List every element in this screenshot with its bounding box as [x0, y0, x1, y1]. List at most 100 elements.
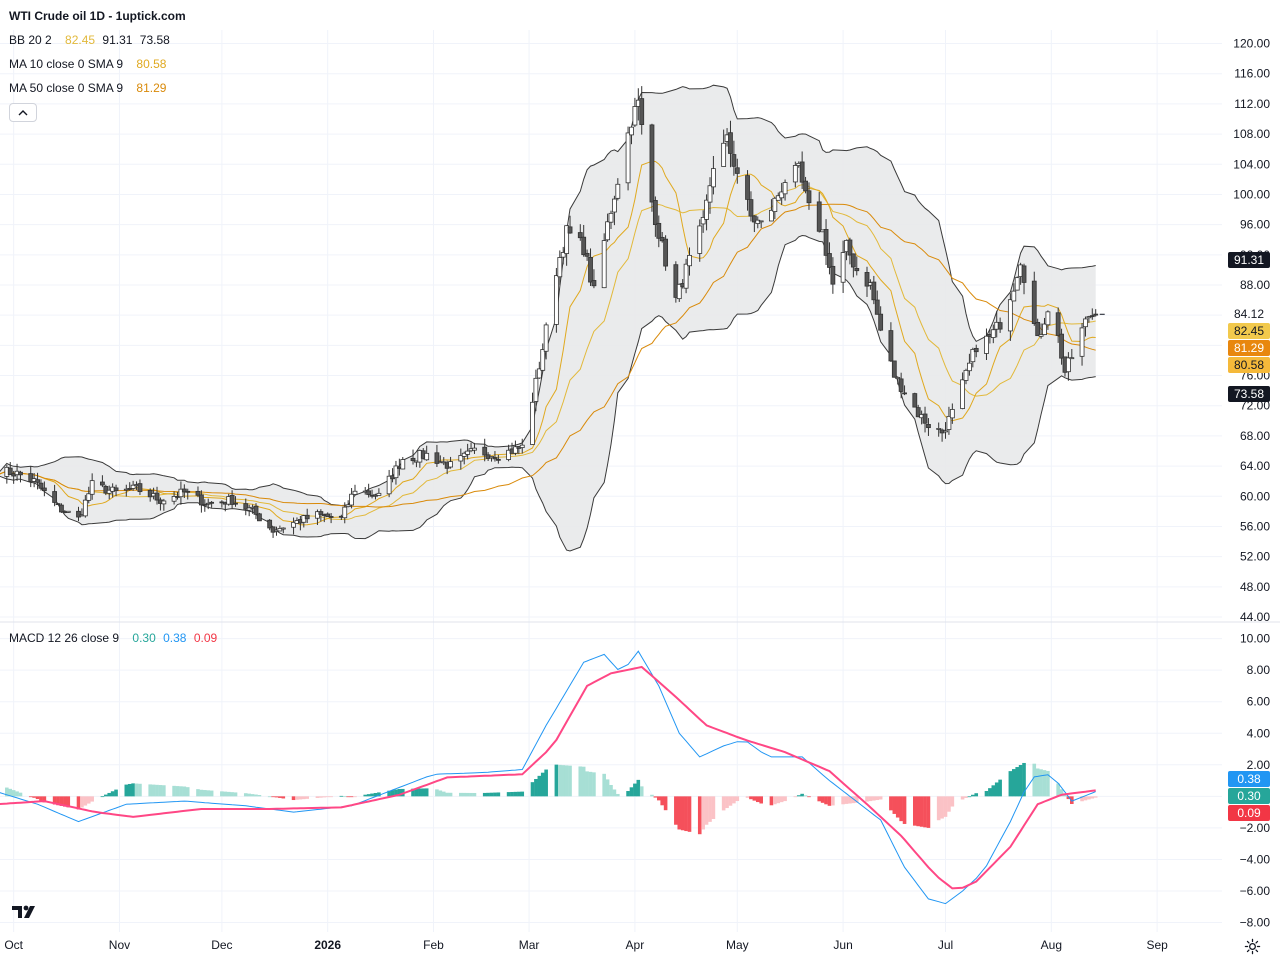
- candle: [915, 404, 921, 418]
- candle: [967, 353, 972, 376]
- legend-bb[interactable]: BB 20 2 82.45 91.31 73.58: [9, 33, 170, 47]
- hist-bar: [1042, 770, 1047, 797]
- candle: [291, 517, 296, 535]
- candle: [267, 519, 273, 531]
- candle-body: [601, 240, 607, 289]
- hist-bar: [854, 796, 859, 803]
- hist-bar: [585, 771, 589, 797]
- candle-body: [513, 446, 518, 454]
- candle: [195, 486, 201, 498]
- candle: [202, 499, 208, 512]
- candle: [827, 242, 832, 275]
- candle: [345, 500, 351, 508]
- candle: [161, 498, 167, 511]
- candle-body: [270, 526, 276, 533]
- hist-bar: [243, 793, 248, 797]
- hist-bar: [902, 796, 907, 824]
- hist-bar: [578, 766, 583, 797]
- price-axis-label: 68.00: [1240, 429, 1270, 443]
- candle-body: [888, 330, 894, 362]
- candle: [612, 195, 617, 226]
- candle-body: [35, 479, 40, 483]
- candle-body: [519, 444, 525, 448]
- hist-bar: [493, 792, 497, 797]
- hist-bar: [704, 796, 709, 825]
- candle-body: [707, 185, 713, 203]
- candle: [673, 261, 679, 303]
- candle-body: [1007, 299, 1013, 332]
- hist-bar: [759, 796, 763, 804]
- candle-body: [615, 183, 621, 199]
- candle-body: [1083, 318, 1088, 328]
- hist-bar: [1093, 796, 1098, 798]
- hist-bar: [424, 788, 429, 797]
- hist-bar: [441, 791, 446, 797]
- candle: [100, 475, 105, 488]
- price-axis-label: 88.00: [1240, 278, 1270, 292]
- legend-macd[interactable]: MACD 12 26 close 9 0.30 0.38 0.09: [9, 631, 217, 645]
- legend-ma10[interactable]: MA 10 close 0 SMA 9 80.58: [9, 57, 166, 71]
- candle-body: [926, 424, 931, 429]
- candle-body: [792, 165, 798, 183]
- candle-body: [198, 494, 204, 506]
- tradingview-logo-icon[interactable]: [8, 898, 42, 924]
- candle-body: [990, 329, 996, 338]
- candle-body: [1089, 315, 1095, 318]
- candle-body: [649, 124, 655, 203]
- legend-ma50[interactable]: MA 50 close 0 SMA 9 81.29: [9, 81, 166, 95]
- candle: [55, 503, 61, 506]
- hist-bar: [83, 796, 88, 806]
- candle-body: [591, 280, 597, 287]
- candle: [424, 445, 430, 461]
- hist-bar: [745, 796, 750, 798]
- candle: [1069, 348, 1075, 360]
- candle: [731, 140, 737, 176]
- candle-body: [769, 209, 774, 222]
- legend-collapse-button[interactable]: [9, 103, 37, 122]
- candle-body: [205, 502, 211, 505]
- candle: [171, 491, 177, 505]
- hist-bar: [530, 782, 535, 797]
- macd-axis-label: 4.00: [1247, 726, 1271, 740]
- hist-bar: [960, 796, 965, 800]
- legend-bb-lower: 73.58: [139, 33, 170, 47]
- price-axis-label: 60.00: [1240, 489, 1270, 503]
- hist-bar: [445, 792, 449, 797]
- hist-bar: [1011, 769, 1016, 797]
- hist-bar: [370, 793, 374, 797]
- candle-body: [779, 191, 785, 199]
- macd-tag-macd: 0.30: [1228, 788, 1270, 805]
- candle-body: [997, 322, 1003, 330]
- hist-bar: [233, 792, 238, 797]
- hist-bar: [100, 796, 105, 798]
- candle-body: [854, 268, 860, 272]
- candle-body: [799, 161, 805, 183]
- gear-icon[interactable]: [1244, 938, 1261, 955]
- hist-bar: [827, 796, 832, 806]
- candle-body: [366, 490, 372, 495]
- hist-bar: [172, 785, 176, 797]
- candle: [1055, 307, 1061, 343]
- candle: [540, 343, 546, 372]
- candle: [253, 503, 259, 520]
- candle-body: [943, 430, 948, 433]
- legend-signal-value: 0.38: [163, 631, 187, 645]
- hist-bar: [339, 795, 344, 797]
- candle: [878, 306, 884, 332]
- candle: [639, 86, 645, 135]
- hist-bar: [66, 796, 71, 808]
- hist-bar: [411, 788, 415, 797]
- legend-hist-value: 0.09: [193, 631, 218, 645]
- candle-body: [605, 221, 610, 241]
- candle-body: [229, 494, 235, 505]
- candle: [472, 442, 477, 454]
- candle-body: [18, 471, 23, 476]
- candle: [366, 483, 372, 498]
- chevron-up-icon: [18, 110, 28, 116]
- candle: [82, 495, 88, 518]
- hist-bar: [278, 796, 282, 798]
- candle-body: [7, 467, 13, 475]
- hist-bar: [32, 796, 36, 798]
- candle-body: [1086, 316, 1092, 319]
